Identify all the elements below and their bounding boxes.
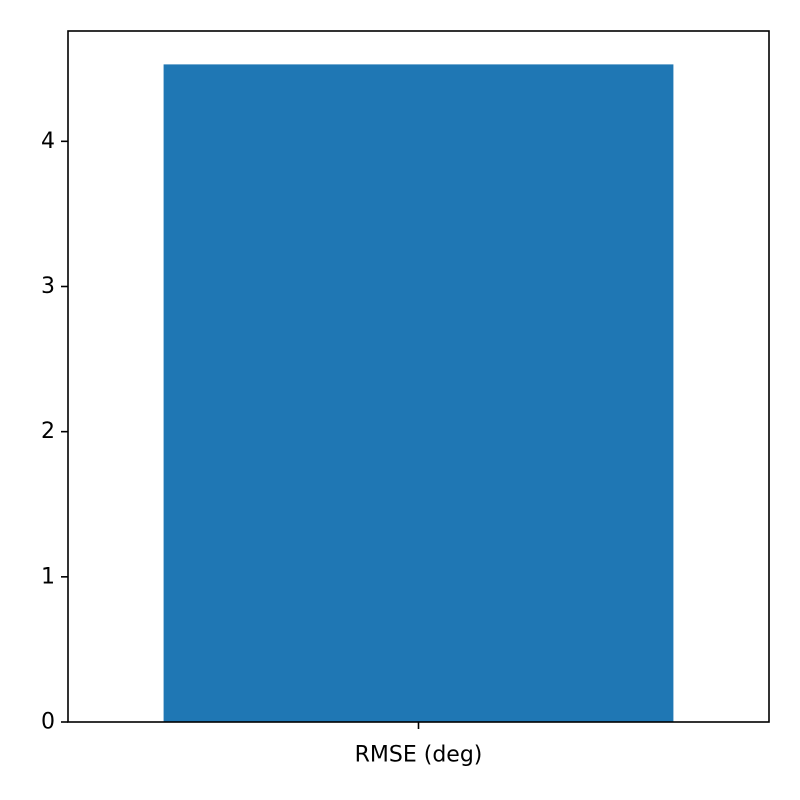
plot-frame [67,30,770,723]
y-tick-label-0: 0 [41,710,55,735]
y-tick-label-1: 1 [41,564,55,589]
bars-group [163,64,674,722]
bar-0 [163,64,674,722]
y-tick-label-4: 4 [41,129,55,154]
y-tick-label-2: 2 [41,419,55,444]
y-axis: 0 1 2 3 4 [41,129,68,735]
x-tick-label-0: RMSE (deg) [355,743,483,768]
y-tick-label-3: 3 [41,274,55,299]
x-axis: RMSE (deg) [355,722,483,768]
